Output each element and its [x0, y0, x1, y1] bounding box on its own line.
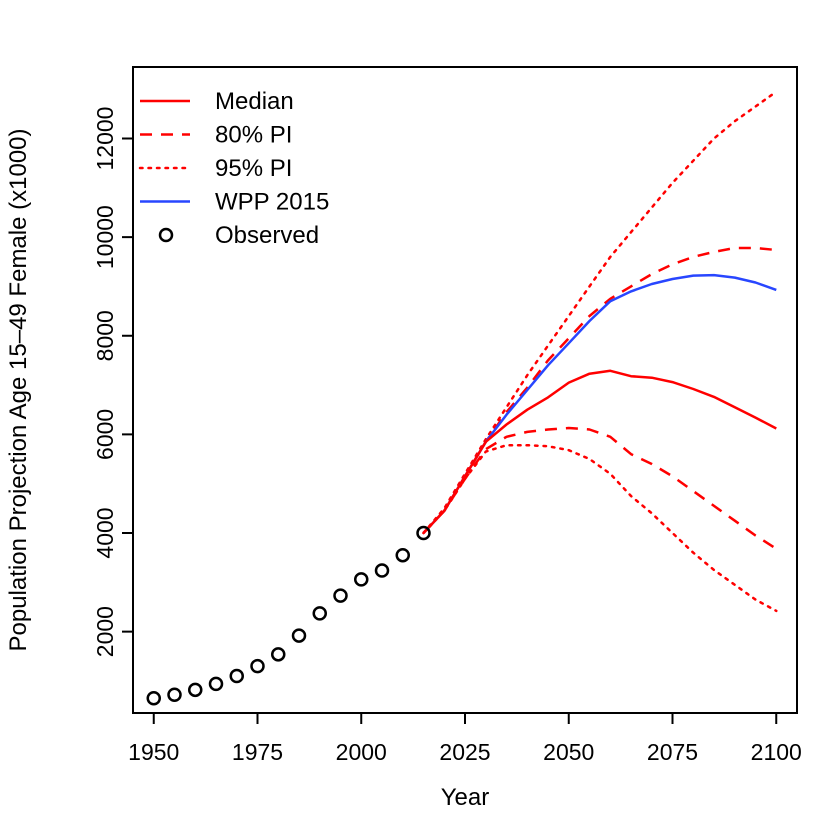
series-layer	[422, 90, 778, 613]
y-tick-label: 2000	[92, 606, 118, 657]
legend-label: WPP 2015	[215, 189, 329, 216]
series-line-median	[422, 369, 777, 534]
x-tick-label: 1975	[232, 739, 283, 765]
x-tick-label: 2100	[751, 739, 802, 765]
legend-label: 80% PI	[215, 122, 292, 149]
observed-point	[146, 690, 161, 706]
observed-point	[188, 682, 203, 698]
observed-point	[312, 606, 327, 621]
x-tick-label: 2075	[647, 739, 698, 765]
observed-point	[333, 588, 348, 603]
legend-label: Median	[215, 88, 294, 115]
observed-point	[229, 668, 244, 684]
y-tick-label: 6000	[92, 409, 118, 460]
observed-point	[416, 525, 431, 541]
legend-label: Observed	[215, 222, 319, 249]
observed-point	[250, 658, 265, 674]
series-line-95-pi-lower	[422, 443, 778, 613]
x-axis-title: Year	[441, 784, 490, 811]
legend-item-wpp-2015: WPP 2015	[140, 189, 329, 216]
observed-point	[271, 647, 286, 662]
observed-points-layer	[146, 525, 431, 706]
legend: Median 80% PI 95% PI WPP 2015 Observed	[138, 88, 329, 249]
legend-label: 95% PI	[215, 155, 292, 182]
x-axis: 1950 1975 2000 2025 2050 2075 2100	[128, 712, 802, 765]
y-axis: 2000 4000 6000 8000 10000 12000	[92, 107, 134, 657]
x-tick-label: 2000	[336, 739, 387, 765]
y-tick-label: 10000	[92, 205, 118, 269]
observed-point	[291, 628, 307, 643]
x-tick-label: 1950	[128, 739, 179, 765]
observed-point	[395, 547, 410, 563]
observed-point	[208, 676, 224, 692]
y-tick-label: 4000	[92, 507, 118, 558]
x-tick-label: 2050	[543, 739, 594, 765]
observed-point	[354, 572, 369, 587]
y-tick-label: 8000	[92, 310, 118, 361]
legend-item-observed: Observed	[158, 222, 319, 249]
observed-point	[167, 687, 182, 703]
y-axis-title: Population Projection Age 15–49 Female (…	[5, 128, 32, 651]
legend-item-80-pi: 80% PI	[140, 122, 292, 149]
legend-swatch	[158, 227, 174, 243]
series-line-95-pi-upper	[422, 90, 778, 535]
legend-item-95-pi: 95% PI	[138, 155, 292, 182]
legend-item-median: Median	[140, 88, 294, 115]
x-tick-label: 2025	[439, 739, 490, 765]
series-line-80-pi-lower	[422, 426, 777, 550]
y-tick-label: 12000	[92, 107, 118, 171]
observed-point	[374, 563, 390, 578]
